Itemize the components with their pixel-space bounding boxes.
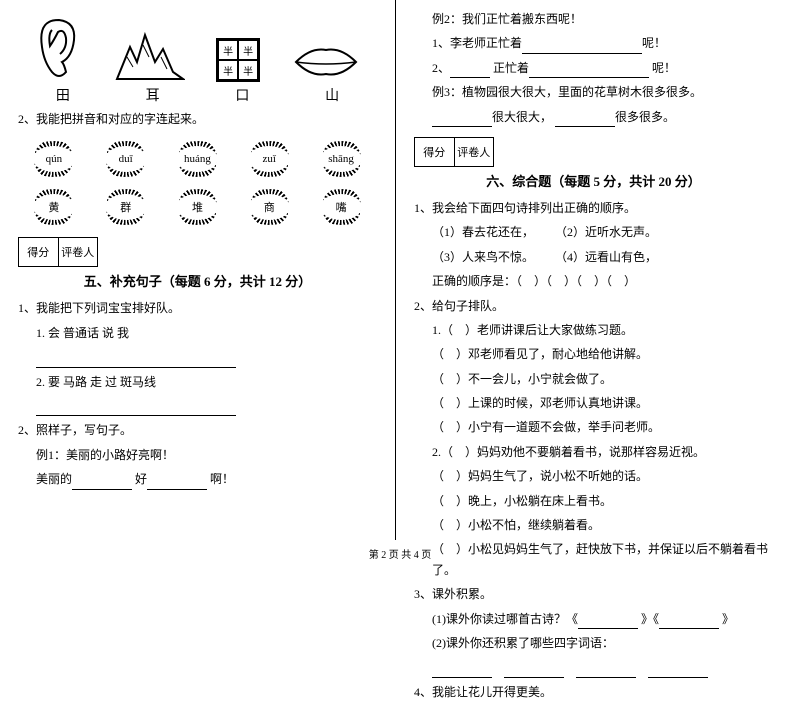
text: 1、李老师正忙着 (432, 36, 522, 50)
hanzi: 商 (248, 194, 290, 220)
s6-q2-1b: （ ）邓老师看见了，耐心地给他讲解。 (414, 344, 773, 364)
image-row: 半半半半 (18, 2, 377, 82)
text: 好 (135, 472, 147, 486)
hanzi: 群 (105, 194, 147, 220)
text: 美丽的 (36, 472, 72, 486)
hanzi: 嘴 (320, 194, 362, 220)
text: （2）近听水无声。 (555, 225, 657, 239)
s6-q2-2d: （ ）小松不怕，继续躺着看。 (414, 515, 773, 535)
score-label: 得分 (415, 138, 455, 166)
text: 》 (722, 612, 734, 626)
s6-q1: 1、我会给下面四句诗排列出正确的顺序。 (414, 198, 773, 218)
s6-q3-1: (1)课外你读过哪首古诗？《 》《 》 (414, 609, 773, 629)
text: 呢！ (642, 36, 666, 50)
s6-q1-row1: （1）春去花还在， （2）近听水无声。 (414, 222, 773, 242)
hanzi-bubble: 黄 (26, 189, 81, 225)
section-6-title: 六、综合题（每题 5 分，共计 20 分） (414, 171, 773, 190)
s5-q1-2: 2. 要 马路 走 过 斑马线 (18, 372, 377, 392)
pinyin-bubble: qún (26, 141, 81, 177)
hanzi-bubble: 商 (242, 189, 297, 225)
mouth-icon (291, 42, 361, 82)
hanzi-bubble: 嘴 (314, 189, 369, 225)
ex3: 例3：植物园很大很大，里面的花草树木很多很多。 (414, 82, 773, 102)
char: 耳 (146, 85, 160, 105)
pinyin-bubble: shāng (314, 141, 369, 177)
pinyin: qún (33, 146, 75, 172)
grader-label: 评卷人 (455, 138, 494, 166)
mountain-icon (115, 27, 185, 82)
text: 很多很多。 (615, 110, 675, 124)
pinyin-row: qún duī huáng zuǐ shāng (18, 141, 377, 177)
pinyin: duī (105, 146, 147, 172)
s6-q2-2b: （ ）妈妈生气了，说小松不听她的话。 (414, 466, 773, 486)
blank-line (18, 347, 377, 367)
ear-icon (34, 12, 84, 82)
s6-q2: 2、给句子排队。 (414, 296, 773, 316)
text: 2、 (432, 61, 450, 75)
score-label: 得分 (19, 238, 59, 266)
right-column: 例2：我们正忙着搬东西呢！ 1、李老师正忙着呢！ 2、 正忙着 呢！ 例3：植物… (396, 0, 791, 540)
s5-q2: 2、照样子，写句子。 (18, 420, 377, 440)
pinyin-bubble: zuǐ (242, 141, 297, 177)
text: 》《 (641, 612, 659, 626)
pinyin-bubble: huáng (170, 141, 225, 177)
pinyin-bubble: duī (98, 141, 153, 177)
hanzi-bubble: 堆 (170, 189, 225, 225)
hanzi-row: 黄 群 堆 商 嘴 (18, 189, 377, 225)
section-5-title: 五、补充句子（每题 6 分，共计 12 分） (18, 271, 377, 290)
score-box: 得分 评卷人 (18, 237, 98, 267)
s5-q2-fill: 美丽的 好 啊！ (18, 469, 377, 489)
text: (1)课外你读过哪首古诗？《 (432, 612, 578, 626)
s6-q1-row2: （3）人来鸟不惊。 （4）远看山有色， (414, 247, 773, 267)
s6-q2-2: 2.（ ）妈妈劝他不要躺着看书，说那样容易近视。 (414, 442, 773, 462)
ex2-2: 2、 正忙着 呢！ (414, 58, 773, 78)
ex2-1: 1、李老师正忙着 呢！ (414, 33, 773, 53)
blank-row (414, 657, 773, 677)
s6-q4: 4、我能让花儿开得更美。 (414, 682, 773, 702)
hanzi: 黄 (33, 194, 75, 220)
s6-q2-1d: （ ）上课的时候，邓老师认真地讲课。 (414, 393, 773, 413)
char: 田 (56, 85, 70, 105)
text: （1）春去花还在， (432, 225, 528, 239)
grader-label: 评卷人 (59, 238, 98, 266)
page: 半半半半 田 耳 口 山 2、我能把拼音和对应的字连起来。 qún duī hu… (0, 0, 800, 540)
s5-q2-ex1: 例1：美丽的小路好亮啊！ (18, 445, 377, 465)
q2-text: 2、我能把拼音和对应的字连起来。 (18, 109, 377, 129)
left-column: 半半半半 田 耳 口 山 2、我能把拼音和对应的字连起来。 qún duī hu… (0, 0, 395, 540)
text: （4）远看山有色， (555, 250, 657, 264)
ex3-fill: 很大很大， 很多很多。 (414, 107, 773, 127)
ex2: 例2：我们正忙着搬东西呢！ (414, 9, 773, 29)
s6-q3: 3、课外积累。 (414, 584, 773, 604)
char: 口 (235, 85, 249, 105)
text: （3）人来鸟不惊。 (432, 250, 528, 264)
page-footer: 第 2 页 共 4 页 (0, 546, 800, 561)
s6-q2-2c: （ ）晚上，小松躺在床上看书。 (414, 491, 773, 511)
pinyin: zuǐ (248, 146, 290, 172)
text: 很大很大， (492, 110, 552, 124)
text: 正忙着 (493, 61, 529, 75)
hanzi: 堆 (176, 194, 218, 220)
window-icon: 半半半半 (216, 38, 260, 82)
score-box: 得分 评卷人 (414, 137, 494, 167)
pinyin: shāng (320, 146, 362, 172)
pinyin: huáng (176, 146, 218, 172)
text: 呢！ (652, 61, 676, 75)
s6-q2-1e: （ ）小宁有一道题不会做，举手问老师。 (414, 417, 773, 437)
s5-q1-1: 1. 会 普通话 说 我 (18, 323, 377, 343)
text: 啊！ (210, 472, 234, 486)
char-row: 田 耳 口 山 (18, 85, 377, 105)
char: 山 (325, 85, 339, 105)
s6-q2-1c: （ ）不一会儿，小宁就会做了。 (414, 369, 773, 389)
blank-line (18, 396, 377, 416)
s5-q1: 1、我能把下列词宝宝排好队。 (18, 298, 377, 318)
hanzi-bubble: 群 (98, 189, 153, 225)
s6-q3-2: (2)课外你还积累了哪些四字词语： (414, 633, 773, 653)
s6-q1-ans: 正确的顺序是：（ ）（ ）（ ）（ ） (414, 271, 773, 291)
s6-q2-1: 1.（ ）老师讲课后让大家做练习题。 (414, 320, 773, 340)
